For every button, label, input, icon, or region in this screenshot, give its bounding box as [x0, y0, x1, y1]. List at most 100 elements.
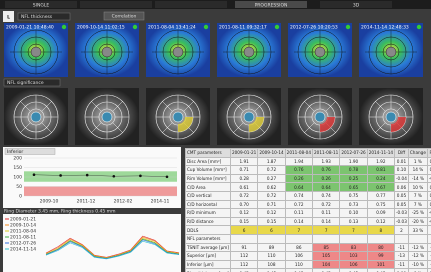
table-cell: 0.11 — [313, 209, 340, 218]
table-cell: DDLS — [186, 226, 231, 235]
table-cell: 1.92 — [367, 157, 394, 166]
status-dot — [346, 25, 350, 29]
table-cell: 110 — [258, 252, 285, 261]
table-cell: Rate — [427, 149, 431, 158]
table-cell: 110 — [285, 260, 312, 269]
status-dot — [133, 25, 137, 29]
table-cell: 1.91 — [230, 157, 257, 166]
table-cell: -0.04 — [395, 174, 409, 183]
table-cell: -25 % — [408, 209, 427, 218]
table-cell: 0.24 — [367, 174, 394, 183]
table-cell: 2014-11-14 — [367, 149, 394, 158]
table-cell: 0.11 — [285, 209, 312, 218]
exam-date: 2012-07-26 10:20:53 — [290, 25, 338, 31]
table-cell: 0.74 — [313, 191, 340, 200]
trend-point — [139, 175, 142, 178]
trend-title[interactable]: Inferior — [7, 149, 23, 155]
tab-label[interactable]: SINGLE — [33, 2, 50, 8]
table-cell: 0.14 — [313, 217, 340, 226]
x-tick-label: 2012-02 — [114, 199, 133, 205]
y-tick-label: 50 — [16, 184, 22, 190]
y-tick-label: 100 — [13, 175, 22, 181]
exam-date: 2009-01-21 10:48:40 — [6, 25, 54, 31]
table-row: NFL parameters — [186, 234, 431, 243]
table-cell: -2.0 — [427, 260, 431, 269]
table-cell: CMT parameters — [186, 149, 231, 158]
table-cell: C/D vertical — [186, 191, 231, 200]
table-cell: 2 — [395, 226, 409, 235]
tab-label[interactable]: 3D — [353, 2, 360, 8]
disc — [315, 112, 325, 122]
status-dot — [275, 25, 279, 29]
legend-label: 2012-07-26 — [10, 241, 36, 247]
table-cell: 85 — [313, 243, 340, 252]
page: SINGLEPROGRESSION3DLNFL thicknessCorrela… — [0, 0, 431, 272]
table-cell: 104 — [313, 260, 340, 269]
tab[interactable] — [155, 1, 227, 8]
table-row: Disc Area [mm²]1.911.871.941.931.901.920… — [186, 157, 431, 166]
legend-label: 2009-01-21 — [10, 217, 36, 223]
table-cell: 0.4 — [427, 226, 431, 235]
table-cell — [285, 234, 312, 243]
status-dot — [62, 25, 66, 29]
table-cell: 0.75 — [367, 200, 394, 209]
table-cell — [340, 234, 367, 243]
table-cell: 0.72 — [230, 191, 257, 200]
x-tick-label: 2009-10 — [40, 199, 59, 205]
y-tick-label: 200 — [13, 156, 22, 162]
table-cell: 0.28 — [230, 174, 257, 183]
table-cell: Inferior [µm] — [186, 260, 231, 269]
table-cell — [395, 234, 409, 243]
table-cell: 0.77 — [367, 191, 394, 200]
legend-label: 2011-08-04 — [10, 229, 36, 235]
table-cell: -12 % — [408, 252, 427, 261]
table-cell: -11 — [395, 260, 409, 269]
table-row: C/D vertical0.720.720.740.740.750.770.05… — [186, 191, 431, 200]
table-cell: 0.76 — [285, 166, 312, 175]
table-cell: 1.94 — [285, 157, 312, 166]
disc — [31, 47, 41, 57]
table-cell: 0.02 — [427, 166, 431, 175]
table-cell: 2009-01-21 — [230, 149, 257, 158]
table-cell: -0.01 — [427, 217, 431, 226]
exam-date: 2014-11-14 12:48:33 — [361, 25, 409, 31]
table-cell: 7 — [340, 226, 367, 235]
table-cell: 0.61 — [230, 183, 257, 192]
map-dropdown-label[interactable]: NFL thickness — [21, 14, 53, 20]
table-cell: 0.64 — [313, 183, 340, 192]
table-cell: 0.12 — [367, 217, 394, 226]
table-cell: Diff — [395, 149, 409, 158]
table-cell: NFL parameters — [186, 234, 231, 243]
app: SINGLEPROGRESSION3DLNFL thicknessCorrela… — [0, 0, 431, 272]
table-cell: 0.76 — [313, 166, 340, 175]
table-cell: Disc Area [mm²] — [186, 157, 231, 166]
trend-point — [113, 175, 116, 178]
table-cell — [427, 234, 431, 243]
table-cell: 112 — [230, 252, 257, 261]
table-cell: 2009-10-14 — [258, 149, 285, 158]
table-cell: -12 % — [408, 243, 427, 252]
table-cell — [313, 234, 340, 243]
table-cell: 0.71 — [258, 200, 285, 209]
table-cell: Rim Volume [mm³] — [186, 174, 231, 183]
table-cell: 0.01 — [427, 183, 431, 192]
tab-label[interactable]: PROGRESSION — [255, 2, 288, 8]
table-cell: 0.71 — [230, 166, 257, 175]
table-cell: 0.26 — [285, 174, 312, 183]
disc — [173, 47, 183, 57]
table-cell: 80 — [367, 243, 394, 252]
tab[interactable] — [80, 1, 152, 8]
abnormal-band — [24, 187, 177, 197]
status-dot — [204, 25, 208, 29]
table-cell: R/D minimum — [186, 209, 231, 218]
y-tick-label: 150 — [13, 165, 22, 171]
table-cell: -2.0 — [427, 243, 431, 252]
legend-label: 2011-08-11 — [10, 235, 36, 241]
disc — [244, 112, 254, 122]
significance-dropdown-label[interactable]: NFL significance — [7, 80, 44, 86]
table-cell: 0.09 — [367, 209, 394, 218]
table-cell: 33 % — [408, 226, 427, 235]
correlation-label[interactable]: Correlation — [112, 14, 137, 20]
